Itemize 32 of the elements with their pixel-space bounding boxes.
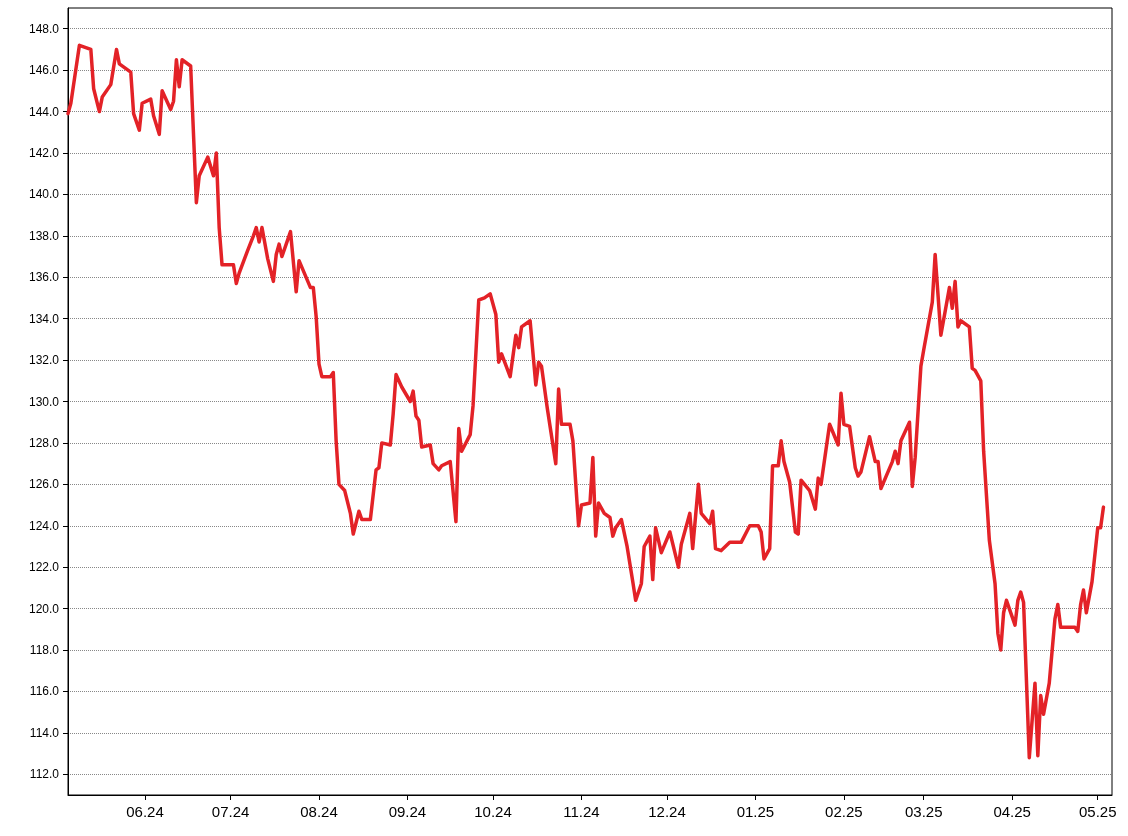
y-tick-label: 122.0 xyxy=(28,560,60,575)
y-tick-label: 120.0 xyxy=(28,601,60,616)
y-tick-label: 140.0 xyxy=(28,187,60,202)
y-tick-label: 130.0 xyxy=(28,394,60,409)
line-series xyxy=(66,43,1106,760)
y-tick-label: 126.0 xyxy=(28,477,60,492)
x-tick-label: 01.25 xyxy=(736,803,775,820)
y-tick-label: 134.0 xyxy=(28,311,60,326)
y-tick-label: 136.0 xyxy=(28,270,60,285)
x-tick-label: 12.24 xyxy=(648,803,686,820)
y-tick-label: 118.0 xyxy=(29,643,60,658)
y-tick-label: 112.0 xyxy=(29,767,60,782)
y-tick-label: 132.0 xyxy=(28,353,60,368)
y-tick-label: 116.0 xyxy=(29,684,60,699)
y-tick-label: 144.0 xyxy=(28,104,60,119)
y-tick-label: 142.0 xyxy=(28,145,60,160)
y-tick-label: 128.0 xyxy=(28,435,60,450)
x-tick-label: 03.25 xyxy=(904,803,943,820)
y-tick-label: 148.0 xyxy=(28,21,60,36)
x-tick-label: 05.25 xyxy=(1078,803,1117,820)
y-tick-label: 138.0 xyxy=(28,228,60,243)
x-tick-label: 09.24 xyxy=(388,803,427,820)
x-tick-label: 07.24 xyxy=(211,803,250,820)
x-tick-label: 11.24 xyxy=(563,803,600,820)
x-tick-label: 10.24 xyxy=(474,803,512,820)
x-tick-label: 06.24 xyxy=(126,803,164,820)
x-tick-label: 04.25 xyxy=(993,803,1031,820)
x-tick-label: 02.25 xyxy=(825,803,863,820)
y-tick-label: 146.0 xyxy=(28,63,60,78)
y-tick-label: 124.0 xyxy=(28,518,60,533)
y-tick-label: 114.0 xyxy=(29,725,60,740)
x-tick-label: 08.24 xyxy=(300,803,338,820)
